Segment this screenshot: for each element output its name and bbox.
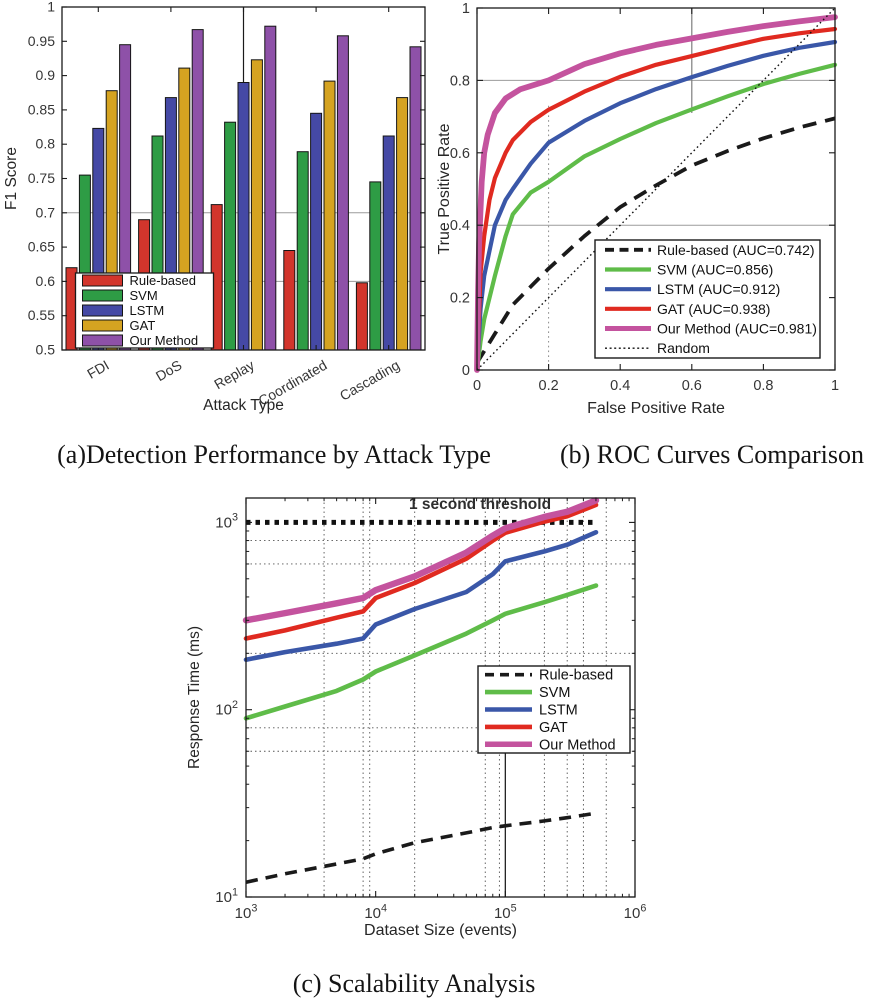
legend-swatch-rule-based	[82, 274, 123, 287]
y-tick-label: 0.65	[28, 239, 55, 255]
y-tick-label: 0.6	[450, 146, 470, 162]
bar-gat-coordinated	[323, 80, 336, 351]
legend-box	[594, 239, 821, 359]
x-tick-label: 0.6	[682, 378, 702, 394]
legend-label-our-method-auc-0-981: Our Method (AUC=0.981)	[657, 321, 817, 337]
y-tick-label: 0.8	[36, 136, 56, 152]
legend-label-svm: SVM	[539, 685, 570, 701]
x-tick-label: 1	[831, 378, 839, 394]
legend-label-svm-auc-0-856: SVM (AUC=0.856)	[657, 262, 773, 278]
legend-swatch-svm	[82, 289, 123, 302]
scalability-line-rule-based	[245, 811, 597, 884]
scalability-line-our-method	[242, 497, 600, 624]
y-tick-label: 0.85	[28, 101, 55, 117]
x-axis-label: Dataset Size (events)	[364, 922, 517, 939]
scalability-line-lstm	[243, 529, 599, 662]
y-tick-label: 0.75	[28, 170, 55, 186]
y-tick-label: 0.9	[36, 67, 56, 83]
y-tick-label: 0.95	[28, 33, 55, 49]
scalability-line-gat	[243, 502, 599, 641]
y-tick-label: 1	[462, 1, 470, 17]
x-axis-label: Attack Type	[203, 397, 284, 414]
panel-a-bar-chart: 0.5 0.55 0.6 0.65 0.7 0.75 0.8 0.85 0.9 0.95 1 FDI D…	[3, 0, 426, 414]
legend-label-rule-based: Rule-based	[539, 668, 613, 684]
roc-curve-lstm-auc-0-912	[474, 39, 838, 373]
bar-rule-based-coordinated	[283, 250, 296, 351]
x-tick-label: 0.4	[610, 378, 630, 394]
y-tick-label: 102	[215, 699, 238, 719]
x-tick-label: 103	[235, 902, 258, 922]
y-axis-label: True Positive Rate	[436, 123, 453, 254]
roc-curve-random	[476, 7, 836, 371]
bar-lstm-cascading	[382, 135, 395, 351]
legend-label-lstm-auc-0-912: LSTM (AUC=0.912)	[657, 281, 780, 297]
caption-panel-b: (b) ROC Curves Comparison	[559, 440, 865, 469]
bar-lstm-coordinated	[310, 112, 323, 351]
y-tick-label: 0	[462, 363, 470, 379]
x-tick-label: 106	[624, 902, 647, 922]
x-tick-label: 0.2	[539, 378, 559, 394]
legend-label-gat: GAT	[539, 720, 568, 736]
bar-our-method-cascading	[409, 46, 422, 351]
caption-panel-a: (a)Detection Performance by Attack Type	[57, 440, 491, 469]
legend-swatch-lstm	[82, 304, 123, 317]
roc-curve-our-method-auc-0-981	[474, 14, 838, 373]
x-tick-label: 0	[473, 378, 481, 394]
roc-curve-svm-auc-0-856	[474, 62, 838, 373]
legend-label-rule-based: Rule-based	[130, 273, 197, 288]
caption-panel-c: (c) Scalability Analysis	[292, 969, 536, 998]
y-axis-label: F1 Score	[3, 147, 20, 210]
legend-label-svm: SVM	[130, 288, 158, 303]
legend-swatch-gat	[82, 319, 123, 332]
legend-swatch-our-method	[82, 334, 123, 347]
legend-label-our-method: Our Method	[539, 737, 616, 753]
x-axis-label: False Positive Rate	[587, 400, 725, 417]
legend-label-random: Random	[657, 340, 710, 356]
y-tick-label: 0.7	[36, 204, 56, 220]
bar-our-method-coordinated	[336, 35, 349, 351]
scalability-line-svm	[243, 583, 599, 721]
y-tick-label: 0.6	[36, 273, 56, 289]
y-tick-label: 0.2	[450, 291, 470, 307]
y-tick-label: 0.5	[36, 342, 56, 358]
bar-rule-based-cascading	[355, 282, 368, 351]
x-tick-label: FDI	[84, 357, 112, 382]
y-tick-label: 101	[215, 886, 238, 906]
x-tick-label: Replay	[211, 357, 257, 393]
bar-svm-replay	[224, 121, 237, 351]
x-tick-label: 104	[364, 902, 387, 922]
plot-border	[245, 497, 636, 898]
legend-label-gat: GAT	[130, 318, 156, 333]
legend-label-gat-auc-0-938: GAT (AUC=0.938)	[657, 301, 770, 317]
x-tick-label: DoS	[153, 357, 185, 384]
roc-curve-gat-auc-0-938	[474, 26, 838, 373]
legend-label-our-method: Our Method	[130, 333, 199, 348]
y-tick-label: 0.55	[28, 307, 55, 323]
bar-svm-coordinated	[296, 151, 309, 351]
x-tick-label: 0.8	[753, 378, 773, 394]
bar-gat-cascading	[396, 97, 409, 351]
legend-label-lstm: LSTM	[539, 703, 578, 719]
bar-gat-replay	[250, 59, 263, 351]
panel-c-scalability-chart: 1 second threshold 103 104 105 106 101 102 103 D…	[186, 496, 647, 939]
legend-label-rule-based-auc-0-742: Rule-based (AUC=0.742)	[657, 242, 815, 258]
x-tick-label: 105	[494, 902, 517, 922]
bar-our-method-replay	[264, 25, 277, 351]
legend-label-lstm: LSTM	[130, 303, 165, 318]
threshold-label: 1 second threshold	[409, 496, 551, 513]
panel-b-roc-chart: 0 0.2 0.4 0.6 0.8 1 0 0.2 0.4 0.6 0.8 1 False Positi…	[436, 1, 839, 417]
x-tick-label: Cascading	[337, 357, 402, 404]
y-axis-label: Response Time (ms)	[186, 626, 203, 769]
y-tick-label: 103	[215, 512, 238, 532]
roc-curve-rule-based-auc-0-742	[475, 116, 836, 364]
bar-lstm-replay	[237, 82, 250, 351]
bar-svm-cascading	[369, 181, 382, 351]
y-tick-label: 0.4	[450, 218, 470, 234]
plot-border	[476, 7, 836, 371]
y-tick-label: 0.8	[450, 73, 470, 89]
y-tick-label: 1	[47, 0, 55, 15]
